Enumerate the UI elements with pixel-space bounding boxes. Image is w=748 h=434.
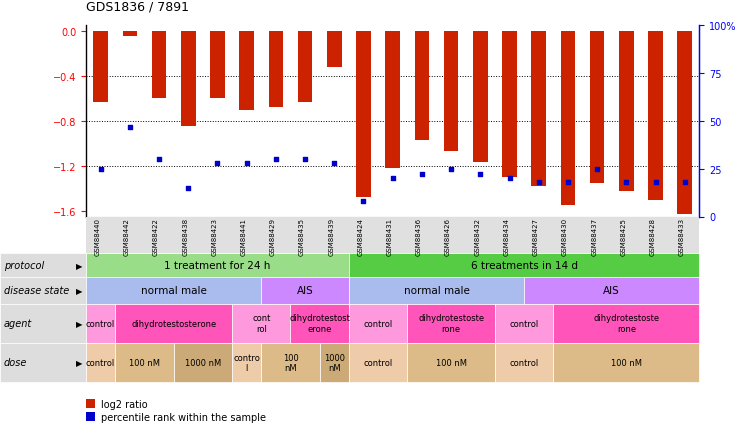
Bar [473,32,488,163]
Bar [502,32,517,178]
Bar [619,32,634,191]
Bar [561,32,575,206]
Text: GSM88422: GSM88422 [153,218,159,256]
Text: GDS1836 / 7891: GDS1836 / 7891 [86,0,189,13]
Text: GSM88433: GSM88433 [678,218,684,256]
Text: normal male: normal male [141,286,206,296]
Text: dihydrotestoste
rone: dihydrotestoste rone [593,314,660,333]
Text: protocol: protocol [4,261,44,271]
Point [620,179,632,186]
Text: 100 nM: 100 nM [435,358,467,367]
Text: ▶: ▶ [76,261,82,270]
Point [95,166,107,173]
Text: ▶: ▶ [76,319,82,328]
Text: GSM88435: GSM88435 [299,218,305,256]
Text: GSM88440: GSM88440 [95,218,101,256]
Text: dihydrotestost
erone: dihydrotestost erone [289,314,350,333]
Point [445,166,457,173]
Bar [239,32,254,110]
Text: control: control [86,358,115,367]
Text: disease state: disease state [4,286,69,296]
Text: ▶: ▶ [76,358,82,367]
Point [503,175,515,182]
Text: GSM88438: GSM88438 [183,218,188,256]
Text: GSM88442: GSM88442 [124,218,130,256]
Bar [356,32,371,198]
Bar [444,32,459,152]
Text: GSM88439: GSM88439 [328,218,334,256]
Bar [210,32,224,99]
Text: contro
l: contro l [233,353,260,372]
Point [474,171,486,178]
Point [212,160,224,167]
Text: control: control [86,319,115,328]
Text: dose: dose [4,358,27,367]
Point [124,124,136,131]
Text: ▶: ▶ [76,286,82,295]
Point [328,160,340,167]
Text: GSM88429: GSM88429 [270,218,276,256]
Text: GSM88437: GSM88437 [591,218,597,256]
Text: AIS: AIS [604,286,620,296]
Bar [531,32,546,187]
Text: GSM88426: GSM88426 [445,218,451,256]
Text: GSM88427: GSM88427 [533,218,539,256]
Point [533,179,545,186]
Text: GSM88428: GSM88428 [649,218,655,256]
Point [153,156,165,163]
Bar [385,32,400,169]
Text: GSM88432: GSM88432 [474,218,480,256]
Bar [590,32,604,183]
Text: GSM88441: GSM88441 [241,218,247,256]
Bar [181,32,195,127]
Bar [152,32,166,99]
Text: log2 ratio: log2 ratio [101,399,147,408]
Bar [327,32,342,68]
Text: GSM88425: GSM88425 [620,218,626,256]
Text: agent: agent [4,319,32,328]
Bar [123,32,137,37]
Text: dihydrotestoste
rone: dihydrotestoste rone [418,314,484,333]
Text: GSM88434: GSM88434 [503,218,509,256]
Point [678,179,690,186]
Point [591,166,603,173]
Bar [678,32,692,215]
Text: GSM88424: GSM88424 [358,218,364,256]
Text: 100 nM: 100 nM [129,358,160,367]
Text: control: control [509,358,539,367]
Text: percentile rank within the sample: percentile rank within the sample [101,412,266,421]
Text: GSM88423: GSM88423 [212,218,218,256]
Text: control: control [364,358,393,367]
Text: control: control [364,319,393,328]
Text: 6 treatments in 14 d: 6 treatments in 14 d [470,261,577,271]
Point [358,198,370,205]
Point [562,179,574,186]
Point [270,156,282,163]
Text: GSM88436: GSM88436 [416,218,422,256]
Bar [94,32,108,102]
Text: control: control [509,319,539,328]
Text: normal male: normal male [404,286,470,296]
Text: GSM88430: GSM88430 [562,218,568,256]
Bar [649,32,663,200]
Point [241,160,253,167]
Text: cont
rol: cont rol [252,314,271,333]
Point [649,179,661,186]
Text: GSM88431: GSM88431 [387,218,393,256]
Point [299,156,311,163]
Text: AIS: AIS [297,286,313,296]
Text: 1 treatment for 24 h: 1 treatment for 24 h [165,261,271,271]
Text: 100 nM: 100 nM [611,358,642,367]
Point [416,171,428,178]
Bar [269,32,283,108]
Text: 1000
nM: 1000 nM [324,353,345,372]
Point [183,185,194,192]
Text: 1000 nM: 1000 nM [185,358,221,367]
Text: 100
nM: 100 nM [283,353,298,372]
Point [387,175,399,182]
Text: dihydrotestosterone: dihydrotestosterone [131,319,216,328]
Bar [414,32,429,141]
Bar [298,32,313,102]
